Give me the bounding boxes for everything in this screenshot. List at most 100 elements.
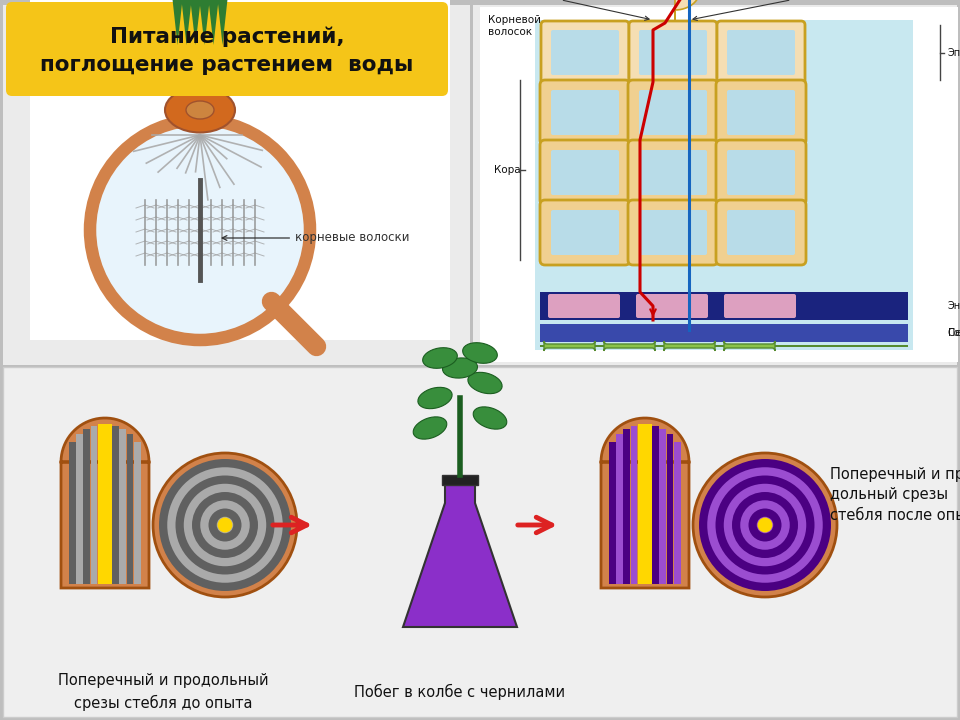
- Bar: [540, 345, 908, 347]
- Text: Эндодермис: Эндодермис: [948, 301, 960, 311]
- Polygon shape: [208, 0, 219, 45]
- Circle shape: [159, 459, 291, 591]
- Bar: [105, 424, 111, 466]
- Bar: [127, 434, 133, 466]
- Text: Путь по апопласту: Путь по апопласту: [473, 0, 649, 20]
- FancyBboxPatch shape: [540, 200, 630, 265]
- Bar: [98, 424, 105, 466]
- Bar: [442, 475, 478, 485]
- Bar: [623, 466, 630, 584]
- FancyBboxPatch shape: [639, 90, 707, 135]
- Text: Питание растений,: Питание растений,: [109, 27, 345, 48]
- Polygon shape: [403, 483, 517, 627]
- FancyBboxPatch shape: [6, 2, 448, 96]
- FancyBboxPatch shape: [727, 30, 795, 75]
- Bar: [105, 466, 111, 584]
- FancyBboxPatch shape: [724, 294, 796, 318]
- Ellipse shape: [473, 407, 507, 429]
- FancyBboxPatch shape: [716, 200, 806, 265]
- Circle shape: [732, 492, 798, 558]
- FancyBboxPatch shape: [3, 5, 470, 365]
- Bar: [674, 442, 681, 466]
- FancyBboxPatch shape: [628, 200, 718, 265]
- Polygon shape: [675, 0, 700, 20]
- FancyBboxPatch shape: [727, 150, 795, 195]
- FancyBboxPatch shape: [636, 294, 708, 318]
- Polygon shape: [601, 418, 689, 588]
- FancyBboxPatch shape: [541, 21, 629, 84]
- Bar: [631, 426, 637, 466]
- Circle shape: [708, 467, 823, 582]
- Text: Корневой
волосок: Корневой волосок: [488, 15, 541, 37]
- Text: Поперечный и про-
дольный срезы
стебля после опыта: Поперечный и про- дольный срезы стебля п…: [830, 467, 960, 523]
- Circle shape: [740, 500, 790, 550]
- FancyBboxPatch shape: [548, 294, 620, 318]
- FancyBboxPatch shape: [628, 80, 718, 145]
- Circle shape: [693, 453, 837, 597]
- Ellipse shape: [468, 372, 502, 394]
- Polygon shape: [173, 0, 182, 45]
- Bar: [119, 466, 126, 584]
- FancyBboxPatch shape: [639, 30, 707, 75]
- Bar: [637, 424, 644, 466]
- Bar: [674, 466, 681, 584]
- FancyBboxPatch shape: [716, 140, 806, 205]
- Bar: [76, 434, 83, 466]
- Bar: [616, 434, 623, 466]
- FancyBboxPatch shape: [727, 90, 795, 135]
- FancyBboxPatch shape: [551, 210, 619, 255]
- Circle shape: [192, 492, 258, 558]
- Circle shape: [153, 453, 297, 597]
- FancyBboxPatch shape: [551, 30, 619, 75]
- Text: Кора: Кора: [494, 165, 521, 175]
- Text: Путь по симпласту: Путь по симпласту: [693, 0, 883, 20]
- Polygon shape: [61, 418, 149, 588]
- Circle shape: [756, 517, 773, 534]
- Bar: [645, 466, 652, 584]
- Bar: [666, 434, 673, 466]
- Circle shape: [715, 475, 814, 575]
- FancyBboxPatch shape: [639, 150, 707, 195]
- FancyBboxPatch shape: [551, 150, 619, 195]
- Bar: [666, 466, 673, 584]
- Text: Поперечный и продольный
срезы стебля до опыта: Поперечный и продольный срезы стебля до …: [58, 673, 268, 711]
- Bar: [112, 426, 119, 466]
- Bar: [76, 466, 83, 584]
- FancyBboxPatch shape: [629, 21, 717, 84]
- Bar: [69, 466, 76, 584]
- FancyBboxPatch shape: [551, 90, 619, 135]
- Bar: [637, 466, 644, 584]
- Ellipse shape: [413, 417, 446, 439]
- FancyBboxPatch shape: [544, 341, 595, 351]
- Ellipse shape: [443, 358, 477, 378]
- Ellipse shape: [422, 348, 457, 369]
- Bar: [609, 442, 615, 466]
- Bar: [540, 324, 908, 342]
- Text: Сосуды: Сосуды: [948, 328, 960, 338]
- Circle shape: [749, 508, 781, 541]
- FancyBboxPatch shape: [628, 140, 718, 205]
- FancyBboxPatch shape: [540, 140, 630, 205]
- Circle shape: [757, 518, 773, 532]
- Bar: [645, 424, 652, 466]
- Polygon shape: [218, 0, 228, 45]
- FancyBboxPatch shape: [3, 367, 957, 717]
- Bar: [84, 466, 90, 584]
- FancyBboxPatch shape: [473, 5, 957, 365]
- Bar: [90, 426, 97, 466]
- Circle shape: [167, 467, 283, 582]
- FancyBboxPatch shape: [664, 341, 715, 351]
- Bar: [660, 428, 666, 466]
- Ellipse shape: [418, 387, 452, 409]
- Text: Перицикл: Перицикл: [948, 328, 960, 338]
- Bar: [652, 466, 659, 584]
- Circle shape: [218, 518, 232, 532]
- Bar: [119, 428, 126, 466]
- Text: корневые волоски: корневые волоски: [222, 232, 410, 245]
- Circle shape: [699, 459, 831, 591]
- Ellipse shape: [186, 101, 214, 119]
- Bar: [540, 292, 908, 320]
- Circle shape: [90, 120, 310, 340]
- Text: Побег в колбе с чернилами: Побег в колбе с чернилами: [354, 684, 565, 700]
- Bar: [652, 426, 659, 466]
